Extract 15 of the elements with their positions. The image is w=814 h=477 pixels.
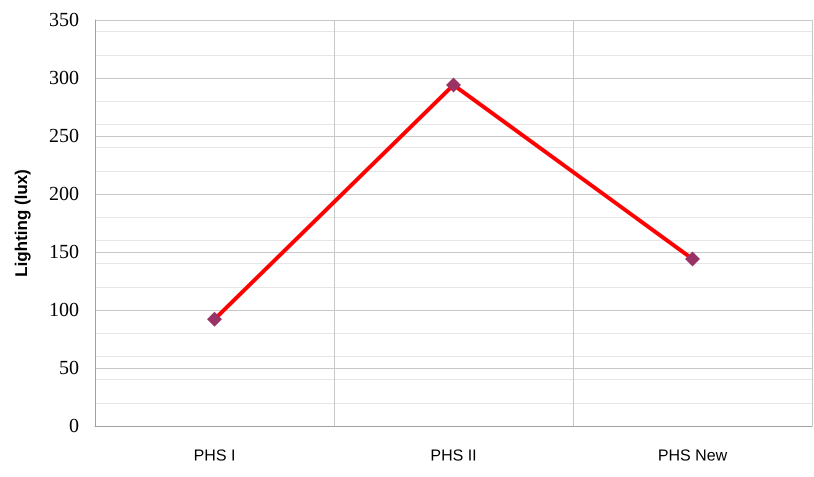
y-axis-title: Lighting (lux) [12, 169, 31, 277]
y-tick-label: 0 [69, 415, 79, 437]
y-tick-label: 150 [49, 241, 79, 263]
y-tick-label: 100 [49, 299, 79, 321]
y-tick-label: 50 [59, 357, 79, 379]
x-tick-label: PHS I [194, 448, 236, 464]
x-tick-label: PHS II [430, 448, 477, 464]
y-tick-label: 300 [49, 67, 79, 89]
x-tick-label: PHS New [658, 448, 728, 464]
point [207, 312, 222, 327]
y-tick-label: 250 [49, 125, 79, 147]
y-tick-label: 200 [49, 183, 79, 205]
point [446, 77, 461, 92]
y-tick-label: 350 [49, 9, 79, 31]
point [685, 251, 700, 266]
